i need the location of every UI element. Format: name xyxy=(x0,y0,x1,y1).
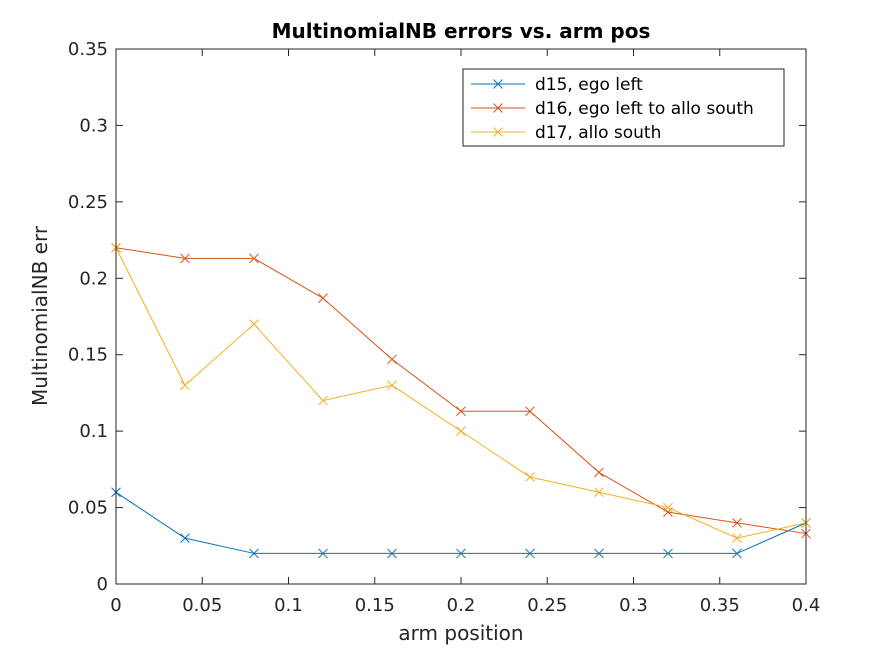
data-point-marker xyxy=(594,548,604,559)
data-point-marker xyxy=(387,548,397,559)
data-point-marker xyxy=(249,319,259,329)
x-tick-label: 0.3 xyxy=(619,595,648,616)
data-point-marker xyxy=(318,293,328,304)
legend-entry: d15, ego left xyxy=(471,75,643,95)
x-tick-label: 0.2 xyxy=(447,595,476,616)
chart-title: MultinomialNB errors vs. arm pos xyxy=(272,19,651,43)
data-point-marker xyxy=(456,548,466,559)
data-point-marker xyxy=(180,380,190,391)
legend-label: d17, allo south xyxy=(535,123,661,143)
data-point-marker xyxy=(732,533,742,543)
y-tick-label: 0 xyxy=(97,574,108,595)
data-point-marker xyxy=(318,395,328,406)
legend: d15, ego left d16, ego left to allo south… xyxy=(462,68,785,147)
data-point-marker xyxy=(387,380,397,391)
x-axis-label: arm position xyxy=(398,621,523,645)
y-tick-label: 0.35 xyxy=(68,39,108,60)
x-tick-label: 0.1 xyxy=(274,595,303,616)
plot-frame xyxy=(115,48,807,585)
series-layer xyxy=(111,242,811,559)
y-tick-label: 0.3 xyxy=(79,115,108,136)
data-point-marker xyxy=(663,548,673,559)
data-point-marker xyxy=(663,502,673,513)
legend-entry: d17, allo south xyxy=(471,123,661,143)
data-point-marker xyxy=(525,472,535,482)
data-point-marker xyxy=(594,467,604,478)
y-tick-label: 0.1 xyxy=(79,421,108,442)
data-point-marker xyxy=(594,487,604,498)
data-point-marker xyxy=(456,426,466,436)
data-point-marker xyxy=(249,253,259,264)
legend-entry: d16, ego left to allo south xyxy=(471,99,754,119)
legend-marker xyxy=(493,79,503,89)
data-point-marker xyxy=(249,548,259,559)
data-point-marker xyxy=(318,548,328,559)
x-tick-label: 0 xyxy=(110,595,121,616)
x-tick-label: 0.25 xyxy=(527,595,567,616)
y-tick-label: 0.15 xyxy=(68,345,108,366)
data-point-marker xyxy=(180,533,190,543)
data-point-marker xyxy=(387,354,397,365)
y-tick-label: 0.2 xyxy=(79,268,108,289)
data-point-marker xyxy=(525,406,535,417)
x-tick-label: 0.35 xyxy=(700,595,740,616)
series-2 xyxy=(111,242,811,539)
y-tick-label: 0.25 xyxy=(68,192,108,213)
legend-label: d15, ego left xyxy=(535,75,643,95)
x-tick-label: 0.05 xyxy=(182,595,222,616)
x-tick-label: 0.4 xyxy=(792,595,821,616)
legend-marker xyxy=(493,103,503,113)
data-point-marker xyxy=(732,548,742,559)
data-point-marker xyxy=(525,548,535,559)
y-axis-label: MultinomialNB err xyxy=(28,225,52,406)
series-3 xyxy=(111,242,811,543)
data-point-marker xyxy=(456,406,466,417)
data-point-marker xyxy=(180,253,190,264)
data-point-marker xyxy=(732,518,742,528)
axis-ticks: 0 0.05 0.1 0.15 0.2 0.25 0.3 0.35 0.4 0 0.05 0.1 0.1… xyxy=(68,39,820,616)
legend-label: d16, ego left to allo south xyxy=(535,99,754,119)
y-tick-label: 0.05 xyxy=(68,498,108,519)
x-tick-label: 0.15 xyxy=(355,595,395,616)
legend-marker xyxy=(493,127,503,137)
